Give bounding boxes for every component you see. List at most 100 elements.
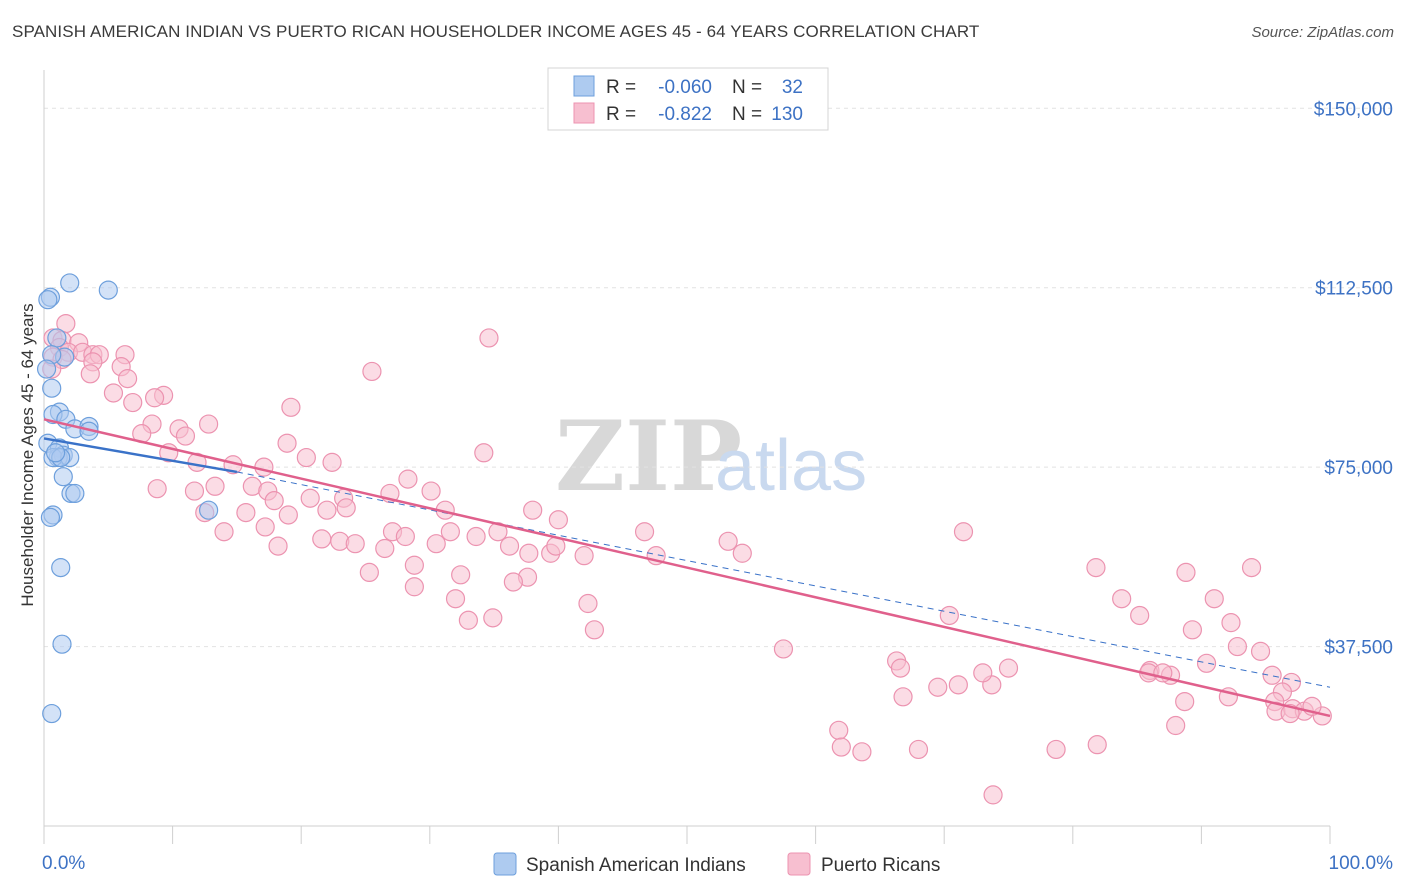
spanish-american-indian-point-24 — [199, 500, 219, 520]
legend-swatch-pink — [573, 102, 595, 124]
puerto-rican-point-68 — [499, 536, 520, 556]
watermark-atlas: atlas — [715, 426, 867, 506]
puerto-rican-point-57 — [214, 522, 234, 542]
puerto-rican-point-115 — [948, 675, 968, 695]
legend-r-value-1: -0.060 — [658, 77, 712, 98]
puerto-rican-point-37 — [398, 469, 418, 489]
y-tick-label-1: $75,000 — [1324, 458, 1393, 479]
legend-box — [547, 67, 829, 131]
y-tick-label-0: $37,500 — [1324, 638, 1393, 659]
spanish-american-indian-point-28 — [52, 634, 72, 654]
puerto-rican-point-29 — [277, 433, 297, 453]
puerto-rican-point-77 — [451, 565, 471, 585]
y-tick-label-3: $150,000 — [1314, 99, 1393, 120]
puerto-rican-point-69 — [426, 534, 446, 554]
puerto-rican-point-125 — [939, 605, 959, 626]
puerto-rican-point-124 — [1130, 605, 1150, 626]
puerto-rican-point-15 — [479, 328, 499, 348]
puerto-rican-point-61 — [395, 526, 415, 547]
spanish-american-indian-point-4 — [47, 328, 67, 348]
puerto-rican-point-47 — [264, 491, 284, 511]
spanish-american-indian-point-0 — [60, 273, 80, 293]
spanish-american-indian-point-3 — [38, 290, 58, 310]
puerto-rican-point-90 — [1086, 558, 1106, 578]
puerto-rican-point-76 — [404, 555, 424, 575]
puerto-rican-point-93 — [1112, 589, 1132, 609]
puerto-rican-point-84 — [483, 608, 503, 628]
puerto-rican-point-18 — [117, 369, 138, 389]
puerto-rican-point-81 — [445, 589, 466, 609]
bottom-legend-label-pink: Puerto Ricans — [821, 855, 940, 876]
blue-trend-line-extension — [236, 471, 1331, 688]
puerto-rican-point-16 — [362, 361, 382, 382]
legend-n-value-1: 32 — [782, 77, 803, 98]
puerto-rican-point-85 — [584, 620, 605, 640]
legend-swatch-blue — [573, 75, 595, 97]
puerto-rican-point-87 — [634, 522, 655, 542]
trend-lines — [43, 418, 1331, 718]
puerto-rican-point-128 — [829, 720, 849, 740]
puerto-ricans-series — [42, 313, 1332, 805]
puerto-rican-point-56 — [255, 517, 275, 537]
blue-trend-line — [43, 437, 238, 474]
puerto-rican-point-123 — [893, 687, 913, 707]
spanish-american-indian-point-7 — [36, 359, 57, 379]
puerto-rican-point-21 — [144, 388, 165, 408]
puerto-rican-point-98 — [1227, 636, 1248, 657]
pink-trend-line — [43, 418, 1331, 718]
legend-n-value-2: 130 — [771, 104, 803, 125]
puerto-rican-point-60 — [440, 522, 460, 542]
bottom-legend-swatch-pink — [787, 852, 811, 876]
puerto-rican-point-42 — [421, 481, 441, 501]
puerto-rican-point-129 — [852, 742, 872, 762]
x-tick-label-min: 0.0% — [42, 853, 85, 874]
spanish-american-indian-point-31 — [45, 443, 66, 463]
legend-n-label-1: N = — [732, 77, 762, 98]
puerto-rican-point-132 — [983, 785, 1003, 805]
puerto-rican-point-131 — [890, 658, 911, 678]
spanish-american-indian-point-1 — [98, 280, 118, 300]
puerto-rican-point-130 — [831, 737, 851, 757]
puerto-rican-point-95 — [1182, 620, 1202, 640]
spanish-american-indians-series — [36, 273, 219, 724]
puerto-rican-point-127 — [998, 658, 1019, 678]
puerto-rican-point-31 — [474, 443, 494, 463]
source-credit: Source: ZipAtlas.com — [1251, 24, 1394, 41]
puerto-rican-point-19 — [103, 383, 124, 403]
puerto-rican-point-63 — [312, 529, 332, 549]
puerto-rican-point-121 — [1046, 739, 1066, 760]
chart-title: SPANISH AMERICAN INDIAN VS PUERTO RICAN … — [12, 22, 980, 41]
x-tick-label-max: 100.0% — [1329, 853, 1394, 874]
puerto-rican-point-96 — [1221, 613, 1241, 633]
puerto-rican-point-116 — [773, 639, 794, 659]
puerto-rican-point-88 — [953, 522, 974, 542]
puerto-rican-point-44 — [300, 488, 320, 508]
legend-n-label-2: N = — [732, 104, 762, 125]
puerto-rican-point-80 — [503, 572, 523, 592]
y-tick-label-2: $112,500 — [1315, 279, 1393, 300]
puerto-rican-point-72 — [574, 546, 594, 566]
puerto-rican-point-34 — [322, 452, 342, 472]
puerto-rican-point-97 — [1196, 653, 1217, 673]
bottom-legend-swatch-blue — [493, 852, 517, 876]
puerto-rican-point-82 — [458, 610, 478, 630]
y-axis-label: Householder Income Ages 45 - 64 years — [18, 303, 37, 606]
puerto-rican-point-28 — [175, 426, 196, 446]
puerto-rican-point-67 — [375, 538, 395, 559]
legend-r-label-2: R = — [606, 104, 636, 125]
spanish-american-indian-point-23 — [65, 483, 85, 504]
puerto-rican-point-65 — [345, 534, 365, 554]
puerto-rican-point-114 — [928, 677, 948, 697]
puerto-rican-point-86 — [718, 531, 738, 551]
puerto-rican-point-118 — [1175, 691, 1195, 712]
puerto-rican-point-22 — [123, 392, 143, 413]
spanish-american-indian-point-27 — [51, 558, 71, 578]
puerto-rican-point-83 — [578, 593, 598, 614]
puerto-rican-point-23 — [281, 397, 301, 417]
puerto-rican-point-101 — [1262, 665, 1282, 685]
bottom-legend-label-blue: Spanish American Indians — [526, 855, 746, 876]
puerto-rican-point-89 — [732, 543, 752, 563]
puerto-rican-point-51 — [336, 498, 356, 518]
puerto-rican-point-43 — [184, 481, 205, 501]
